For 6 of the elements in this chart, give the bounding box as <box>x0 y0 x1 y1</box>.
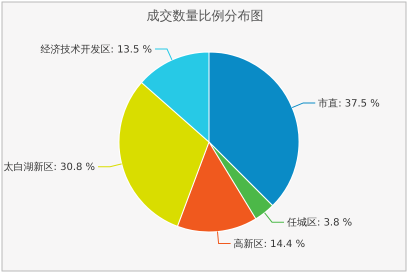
chart-title: 成交数量比例分布图 <box>146 8 264 24</box>
slice-label: 任城区: 3.8 % <box>286 216 352 229</box>
slice-label: 太白湖新区: 30.8 % <box>4 161 96 174</box>
slice-label: 市直: 37.5 % <box>318 97 380 110</box>
slice-label: 经济技术开发区: 13.5 % <box>40 44 152 56</box>
slice-label: 高新区: 14.4 % <box>234 238 306 250</box>
